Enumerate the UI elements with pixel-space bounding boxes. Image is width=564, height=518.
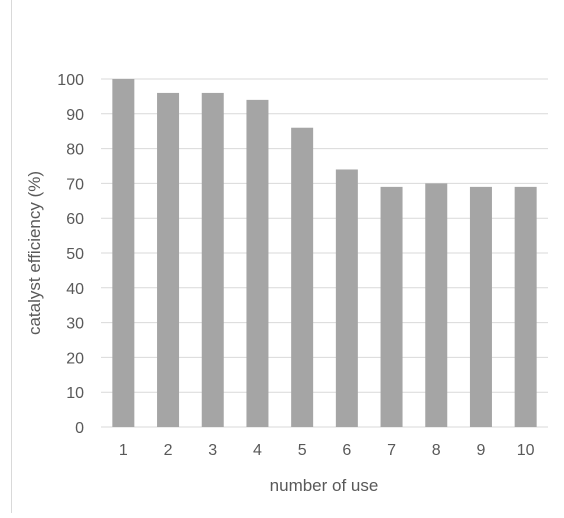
x-tick-label: 7 [387, 442, 396, 459]
bar-use-7 [380, 186, 403, 427]
y-tick-label: 50 [66, 246, 84, 263]
frame-left-border [11, 0, 12, 513]
bar-use-10 [514, 186, 537, 427]
bar-use-9 [469, 186, 492, 427]
y-tick-label: 30 [66, 316, 84, 333]
y-tick-label: 20 [66, 350, 84, 367]
y-tick-labels: 0 10 20 30 40 50 60 70 80 90 100 [57, 72, 84, 437]
x-tick-label: 6 [342, 442, 351, 459]
y-tick-label: 70 [66, 176, 84, 193]
y-tick-label: 0 [75, 420, 84, 437]
x-tick-label: 1 [119, 442, 128, 459]
y-tick-label: 80 [66, 142, 84, 159]
bar-use-1 [112, 79, 135, 427]
bar-use-6 [335, 169, 358, 428]
x-tick-label: 9 [476, 442, 485, 459]
bar-use-8 [425, 183, 448, 427]
y-tick-label: 40 [66, 281, 84, 298]
x-tick-label: 3 [208, 442, 217, 459]
bar-use-3 [201, 92, 224, 428]
x-axis-title: number of use [270, 476, 379, 495]
x-tick-label: 10 [517, 442, 535, 459]
bars [112, 79, 537, 428]
y-tick-label: 60 [66, 211, 84, 228]
x-tick-label: 8 [432, 442, 441, 459]
y-tick-label: 90 [66, 107, 84, 124]
bar-use-2 [157, 92, 180, 428]
x-tick-label: 5 [298, 442, 307, 459]
y-tick-label: 10 [66, 385, 84, 402]
x-tick-label: 4 [253, 442, 262, 459]
x-tick-labels: 1 2 3 4 5 6 7 8 9 10 [119, 442, 535, 459]
bar-use-5 [291, 127, 314, 427]
x-tick-label: 2 [164, 442, 173, 459]
y-tick-label: 100 [57, 72, 84, 89]
y-axis-title: catalyst efficiency (%) [25, 171, 44, 335]
bar-use-4 [246, 99, 269, 427]
